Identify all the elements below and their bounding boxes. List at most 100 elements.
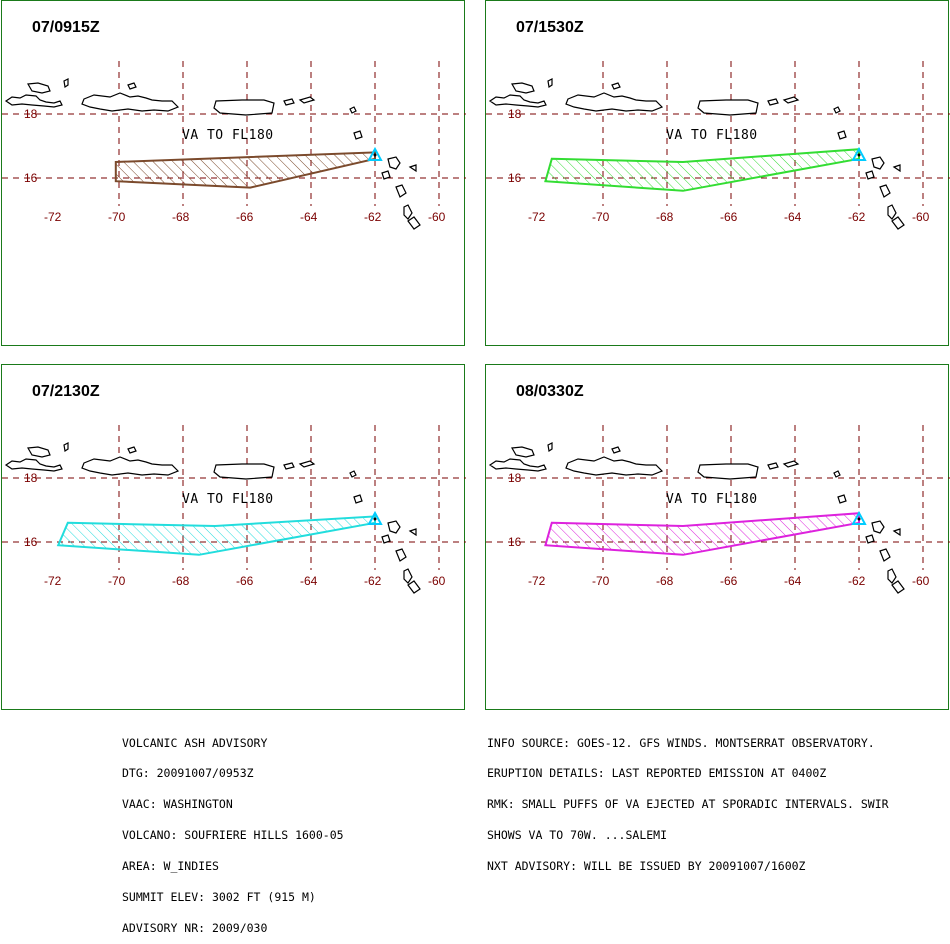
land-marie-galante: [892, 528, 901, 537]
land-virgin-islands: [767, 462, 779, 470]
lon-label: -60: [428, 210, 446, 224]
volcano-marker-icon: [367, 510, 383, 525]
land-barbuda: [353, 130, 363, 140]
land-hispaniola-west: [4, 94, 63, 108]
panel-map-svg: [486, 61, 950, 230]
panel-map-svg: [2, 61, 466, 230]
lon-label: -62: [848, 210, 866, 224]
ash-level-label: VA TO FL180: [182, 492, 274, 507]
land-virgin-islands: [767, 98, 779, 106]
land-cuba-east: [511, 446, 535, 458]
land-st-lucia: [891, 580, 905, 594]
land-hispaniola-west: [488, 94, 547, 108]
land-dominica-n: [865, 534, 875, 544]
panel-time-label: 07/1530Z: [516, 19, 584, 36]
land-dominica-n: [865, 170, 875, 180]
lon-label: -62: [848, 574, 866, 588]
lon-label: -70: [108, 210, 126, 224]
land-guadeloupe: [871, 156, 885, 170]
panel-time-label: 07/2130Z: [32, 383, 100, 400]
lon-label: -70: [108, 574, 126, 588]
land-hispaniola: [565, 456, 664, 476]
panel-map-svg: [486, 425, 950, 594]
land-anguilla: [833, 470, 841, 478]
volcano-dot: [373, 153, 377, 157]
advisory-line: SUMMIT ELEV: 3002 FT (915 M): [122, 890, 316, 905]
map-panel-2: 07/1530Z VA TO FL180 18 16 -72 -70 -68 -…: [485, 0, 950, 346]
land-marie-galante: [892, 164, 901, 173]
land-guadeloupe: [387, 156, 401, 170]
lon-label: -72: [44, 574, 62, 588]
land-guadeloupe: [387, 520, 401, 534]
lat-label-16: 16: [24, 171, 38, 185]
lon-label: -66: [720, 574, 738, 588]
map-panel-4: 08/0330Z VA TO FL180 18 16 -72 -70 -68 -…: [485, 364, 950, 710]
land-islet: [127, 446, 137, 454]
ash-cloud-polygon: [544, 148, 860, 192]
land-cuba-east: [27, 82, 51, 94]
land-virgin-islands: [782, 460, 800, 468]
lat-label-18: 18: [24, 107, 38, 121]
volcano-dot: [857, 517, 861, 521]
volcano-marker-icon: [851, 146, 867, 161]
land-martinique: [887, 204, 897, 220]
map-panel-1: 07/0915Z VA TO FL180 18 16 -72 -70 -68 -…: [1, 0, 466, 346]
land-virgin-islands: [283, 462, 295, 470]
panel-map-svg: [2, 425, 466, 594]
land-anguilla: [349, 470, 357, 478]
land-virgin-islands: [782, 96, 800, 104]
land-islet: [63, 78, 69, 89]
land-puerto-rico: [213, 99, 275, 116]
lat-label-16: 16: [508, 535, 522, 549]
lon-label: -60: [428, 574, 446, 588]
land-islet: [547, 442, 553, 453]
ash-cloud-polygon: [544, 512, 860, 556]
land-barbuda: [837, 130, 847, 140]
volcano-dot: [373, 517, 377, 521]
advisory-line: DTG: 20091007/0953Z: [122, 766, 254, 781]
land-st-lucia: [407, 216, 421, 230]
land-dominica: [395, 184, 407, 198]
land-marie-galante: [408, 528, 417, 537]
land-hispaniola: [81, 92, 180, 112]
land-martinique: [887, 568, 897, 584]
land-anguilla: [349, 106, 357, 114]
panel-time-label: 08/0330Z: [516, 383, 584, 400]
lon-label: -72: [44, 210, 62, 224]
land-st-lucia: [407, 580, 421, 594]
land-martinique: [403, 204, 413, 220]
map-panel-3: 07/2130Z VA TO FL180 18 16 -72 -70 -68 -…: [1, 364, 466, 710]
land-dominica-n: [381, 534, 391, 544]
land-puerto-rico: [697, 463, 759, 480]
land-martinique: [403, 568, 413, 584]
lon-label: -68: [656, 574, 674, 588]
land-cuba-east: [27, 446, 51, 458]
land-marie-galante: [408, 164, 417, 173]
lon-label: -72: [528, 210, 546, 224]
lon-label: -66: [720, 210, 738, 224]
advisory-line: INFO SOURCE: GOES-12. GFS WINDS. MONTSER…: [487, 735, 875, 750]
lon-label: -66: [236, 574, 254, 588]
land-hispaniola-west: [4, 458, 63, 472]
lon-label: -62: [364, 574, 382, 588]
ash-level-label: VA TO FL180: [666, 492, 758, 507]
land-islet: [63, 442, 69, 453]
land-st-lucia: [891, 216, 905, 230]
advisory-line: ERUPTION DETAILS: LAST REPORTED EMISSION…: [487, 766, 827, 781]
advisory-line: VAAC: WASHINGTON: [122, 797, 233, 812]
advisory-remarks-block: INFO SOURCE: GOES-12. GFS WINDS. MONTSER…: [487, 717, 889, 882]
land-puerto-rico: [697, 99, 759, 116]
land-dominica-n: [381, 170, 391, 180]
land-hispaniola: [81, 456, 180, 476]
lon-label: -60: [912, 210, 930, 224]
lat-label-18: 18: [508, 471, 522, 485]
land-virgin-islands: [298, 460, 316, 468]
volcano-marker-icon: [367, 146, 383, 161]
lon-label: -72: [528, 574, 546, 588]
volcano-marker-icon: [851, 510, 867, 525]
lon-label: -62: [364, 210, 382, 224]
land-puerto-rico: [213, 463, 275, 480]
lon-label: -70: [592, 210, 610, 224]
land-dominica: [395, 548, 407, 562]
ash-level-label: VA TO FL180: [666, 128, 758, 143]
